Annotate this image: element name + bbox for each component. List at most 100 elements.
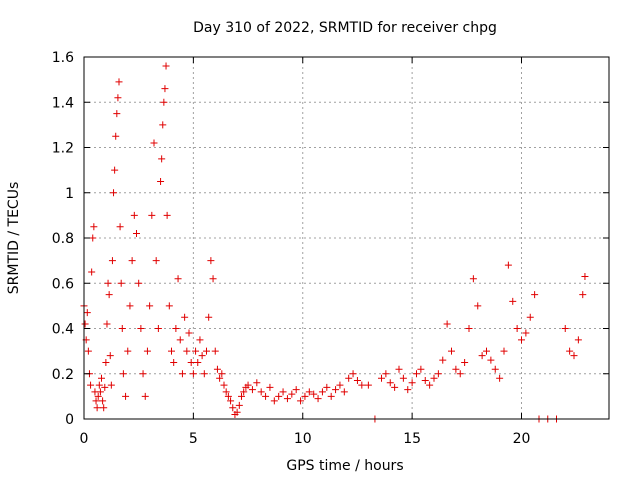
y-tick-label: 0.6 xyxy=(52,276,74,292)
data-point xyxy=(133,229,140,237)
data-point xyxy=(152,257,160,265)
data-point xyxy=(110,189,118,197)
data-point xyxy=(90,223,98,231)
data-point xyxy=(161,85,169,93)
data-point xyxy=(229,404,237,412)
data-point xyxy=(96,388,104,396)
y-tick-label: 1.6 xyxy=(52,50,74,66)
data-point xyxy=(378,374,385,382)
data-point xyxy=(119,370,127,378)
data-point xyxy=(443,320,451,328)
data-point xyxy=(128,257,136,265)
data-point xyxy=(292,386,300,394)
data-point xyxy=(218,370,226,378)
data-points xyxy=(80,62,589,423)
data-point xyxy=(483,347,490,355)
data-point xyxy=(253,379,261,387)
data-point xyxy=(531,291,539,299)
data-point xyxy=(160,98,168,106)
x-tick-label: 0 xyxy=(80,431,89,447)
data-point xyxy=(141,392,149,400)
data-point xyxy=(117,279,125,287)
data-point xyxy=(579,291,587,299)
data-point xyxy=(395,365,403,373)
y-tick-label: 1.4 xyxy=(52,95,74,111)
data-point xyxy=(262,392,270,400)
data-point xyxy=(500,347,508,355)
data-point xyxy=(491,365,499,373)
data-point xyxy=(170,358,178,366)
data-point xyxy=(266,383,274,391)
y-axis-label: SRMTID / TECUs xyxy=(6,182,22,295)
data-point xyxy=(469,275,477,283)
data-point xyxy=(399,374,407,382)
data-point xyxy=(102,358,110,366)
data-point xyxy=(244,381,252,389)
data-point xyxy=(275,392,283,400)
data-point xyxy=(305,388,313,396)
data-point xyxy=(513,325,521,332)
data-point xyxy=(174,275,182,283)
data-point xyxy=(314,395,322,403)
data-point xyxy=(115,78,123,86)
data-point xyxy=(130,211,138,219)
y-tick-label: 1.2 xyxy=(52,141,74,157)
data-point xyxy=(283,395,291,403)
data-point xyxy=(461,358,469,366)
data-point xyxy=(240,388,248,396)
x-tick-label: 5 xyxy=(189,431,198,447)
data-point xyxy=(198,352,206,360)
data-point xyxy=(340,388,348,396)
data-point xyxy=(124,347,132,355)
data-point xyxy=(561,325,569,332)
data-point xyxy=(92,397,100,405)
y-tick-label: 0 xyxy=(65,412,74,428)
data-point xyxy=(452,365,460,373)
data-point xyxy=(106,352,114,360)
data-point xyxy=(209,275,217,283)
data-point xyxy=(148,211,156,219)
data-point xyxy=(336,381,344,389)
data-point xyxy=(465,325,473,332)
grid xyxy=(84,57,609,419)
data-point xyxy=(113,110,121,118)
data-point xyxy=(413,370,420,378)
data-point xyxy=(126,302,134,310)
data-point xyxy=(192,347,200,355)
data-point xyxy=(222,388,230,396)
data-point xyxy=(143,347,151,355)
data-point xyxy=(139,370,147,378)
data-point xyxy=(504,261,512,269)
y-tick-label: 1 xyxy=(65,186,74,202)
data-point xyxy=(574,336,582,344)
y-tick-label: 0.2 xyxy=(52,367,74,383)
data-point xyxy=(207,257,215,265)
data-point xyxy=(297,397,305,405)
data-point xyxy=(518,336,525,344)
data-point xyxy=(163,211,171,219)
x-tick-label: 15 xyxy=(403,431,421,447)
data-point xyxy=(238,392,245,400)
data-point xyxy=(87,381,95,389)
data-point xyxy=(456,370,464,378)
data-point xyxy=(100,404,108,412)
data-point xyxy=(89,234,97,242)
data-point xyxy=(439,356,447,364)
data-point xyxy=(364,381,372,389)
data-point xyxy=(408,379,416,387)
data-point xyxy=(88,268,96,276)
data-point xyxy=(168,347,175,355)
data-point xyxy=(509,297,517,305)
data-point xyxy=(526,313,534,321)
data-point xyxy=(116,223,124,231)
data-point xyxy=(172,325,180,332)
data-point xyxy=(205,313,213,321)
data-point xyxy=(84,347,92,355)
data-point xyxy=(137,325,145,332)
data-point xyxy=(81,320,89,328)
data-point xyxy=(421,377,429,385)
x-axis-label: GPS time / hours xyxy=(286,458,403,474)
data-point xyxy=(566,347,574,355)
data-point xyxy=(196,336,204,344)
data-point xyxy=(496,374,504,382)
